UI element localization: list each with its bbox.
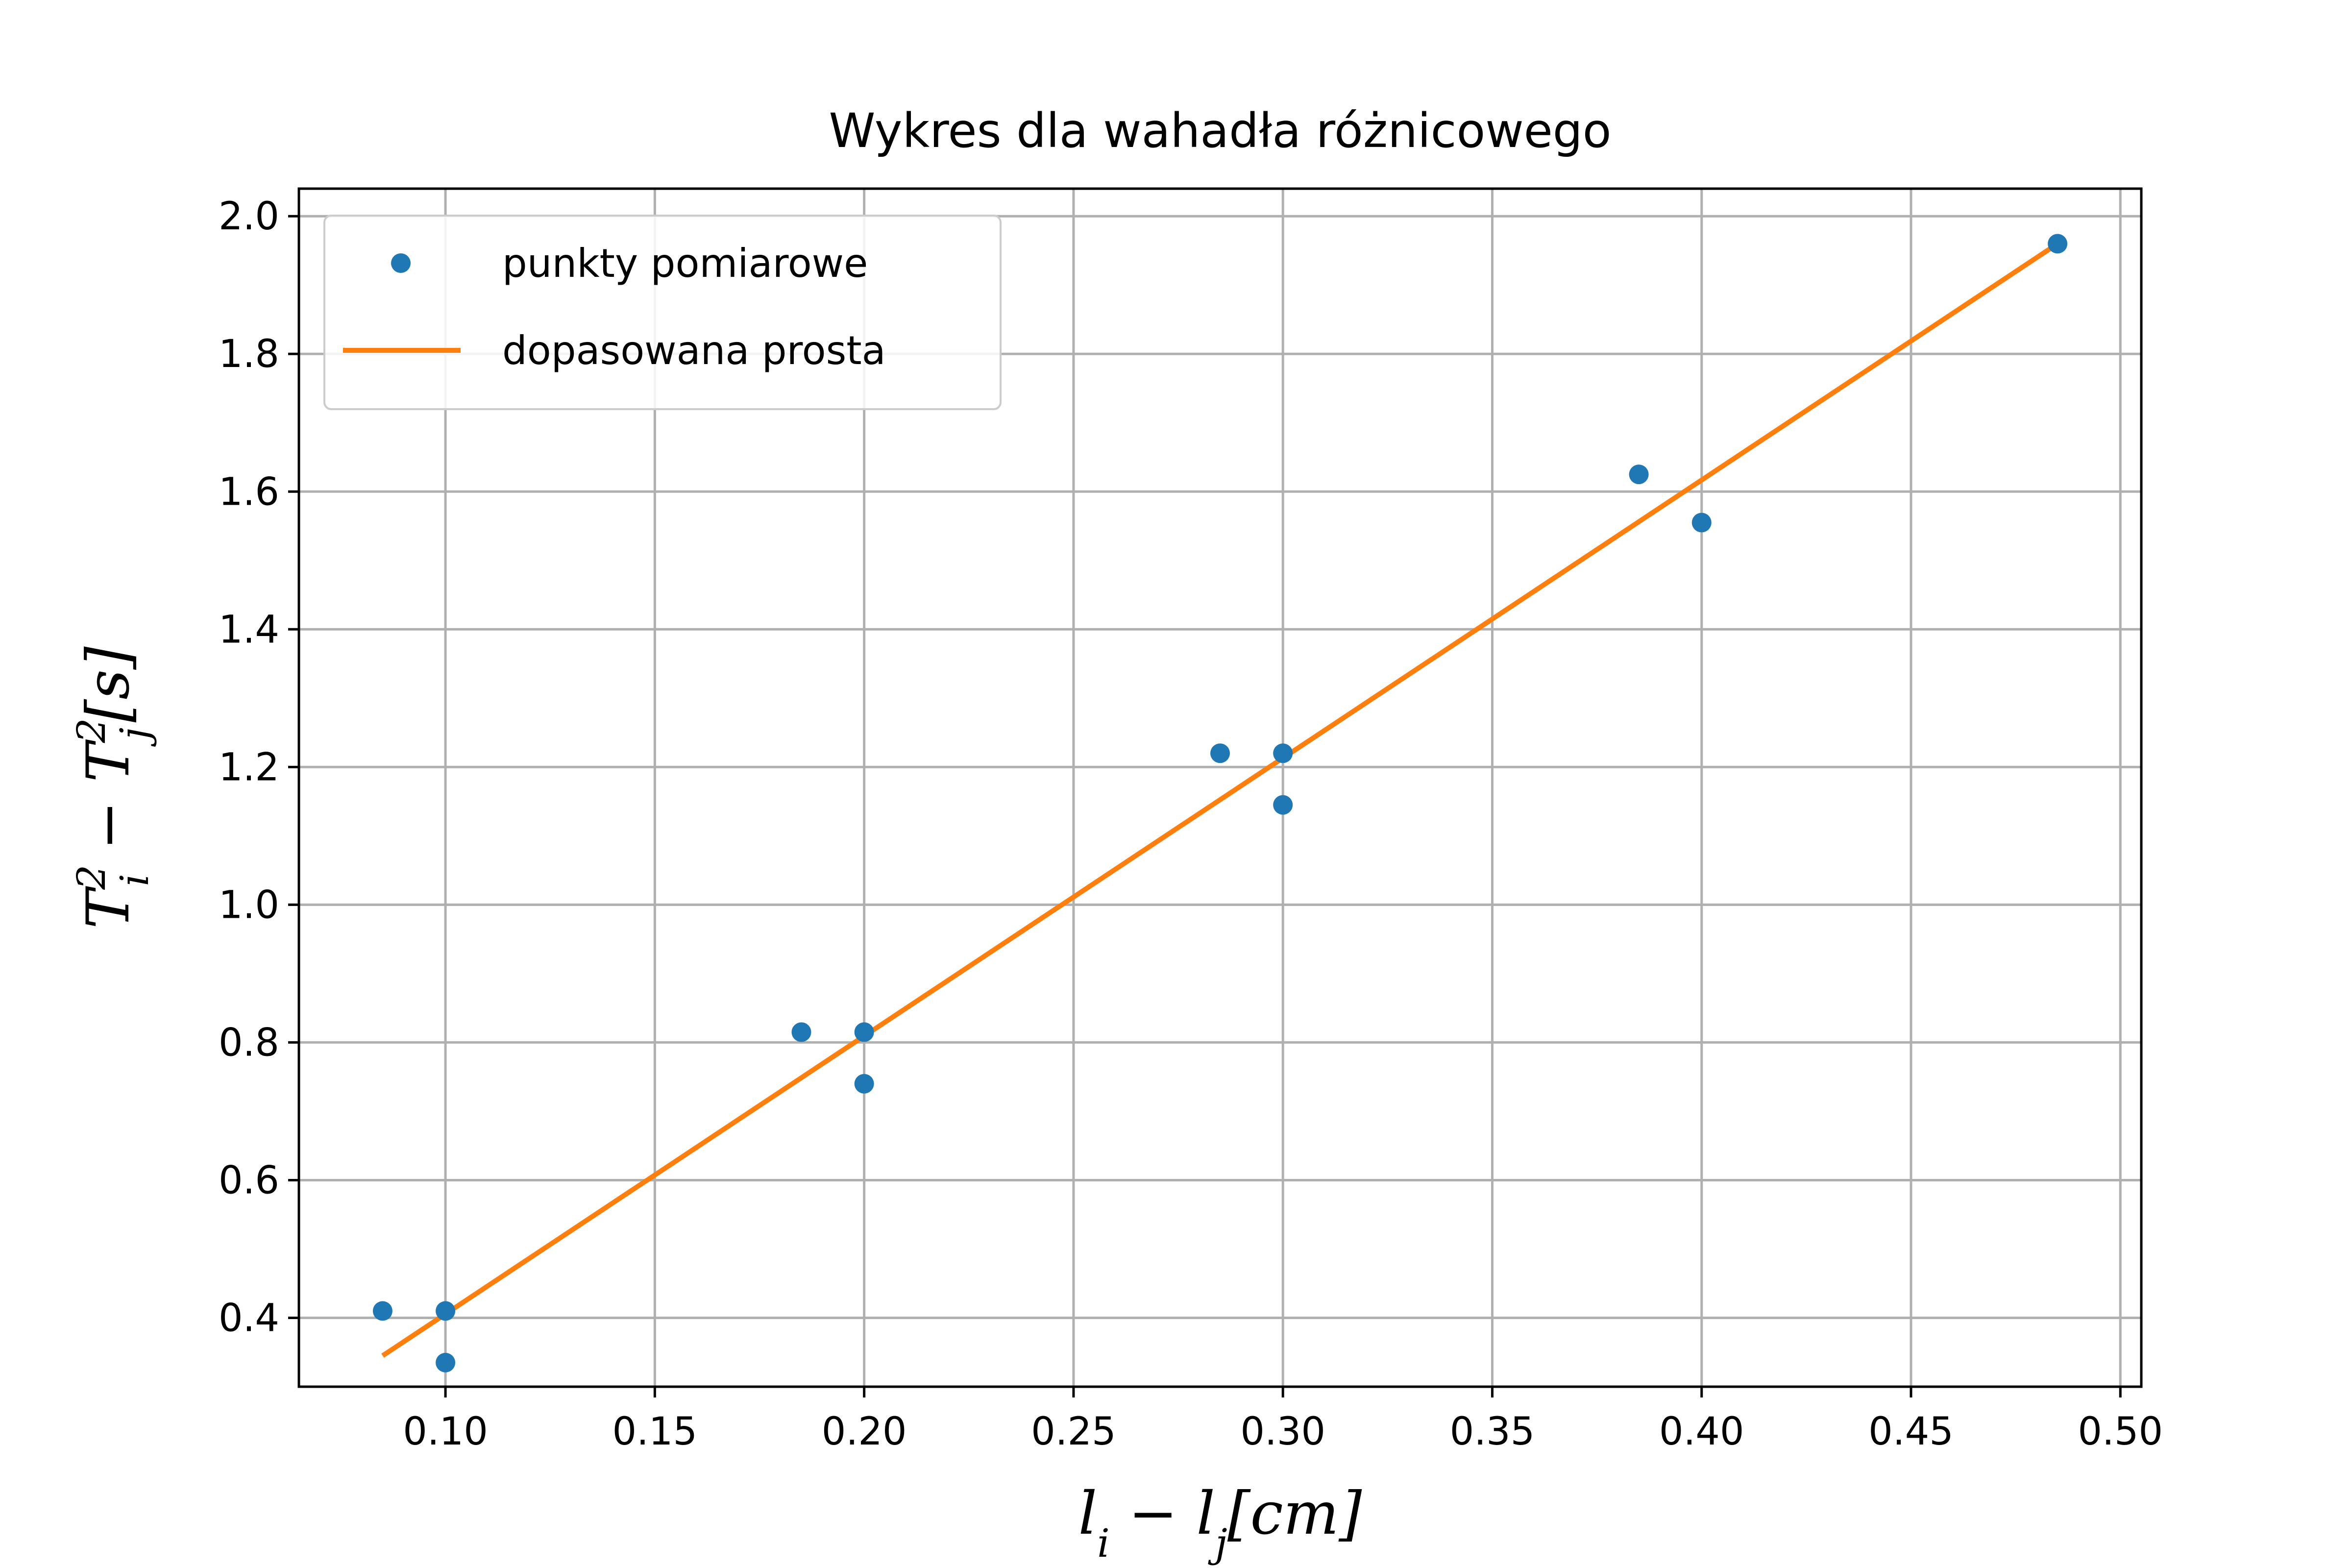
- data-point: [372, 1301, 392, 1321]
- y-tick-label: 0.6: [219, 1158, 279, 1202]
- data-point: [791, 1022, 811, 1042]
- data-point: [1691, 513, 1712, 533]
- data-point: [1629, 465, 1649, 485]
- legend-box: [323, 215, 1002, 410]
- y-tick-label: 1.2: [219, 745, 279, 789]
- legend: punkty pomiarowe dopasowana prosta: [323, 215, 1002, 410]
- x-tick-label: 0.15: [612, 1410, 698, 1454]
- data-point: [1273, 743, 1293, 763]
- chart-title: Wykres dla wahadła różnicowego: [829, 103, 1612, 158]
- x-tick-label: 0.25: [1031, 1410, 1116, 1454]
- x-tick-label: 0.40: [1659, 1410, 1744, 1454]
- y-tick-label: 1.0: [219, 883, 279, 927]
- data-point: [1273, 795, 1293, 815]
- data-point: [436, 1352, 456, 1372]
- data-point: [2048, 234, 2068, 254]
- x-tick-label: 0.50: [2078, 1410, 2163, 1454]
- data-point: [436, 1301, 456, 1321]
- data-point: [1210, 743, 1230, 763]
- series-layer: [372, 234, 2068, 1372]
- y-tick-label: 2.0: [219, 195, 279, 239]
- y-tick-label: 0.4: [219, 1296, 279, 1340]
- y-tick-label: 1.6: [219, 470, 279, 514]
- x-tick-label: 0.45: [1868, 1410, 1954, 1454]
- data-point: [854, 1022, 874, 1042]
- x-tick-label: 0.35: [1450, 1410, 1535, 1454]
- legend-label-dopasowana-prosta: dopasowana prosta: [502, 328, 886, 373]
- y-tick-label: 0.8: [219, 1021, 279, 1065]
- legend-label-punkty-pomiarowe: punkty pomiarowe: [502, 241, 868, 286]
- y-axis-ticks: 0.4 0.6 0.8 1.0 1.2 1.4 1.6 1.8 2.0: [219, 195, 299, 1340]
- x-tick-label: 0.30: [1240, 1410, 1325, 1454]
- y-tick-label: 1.8: [219, 332, 279, 376]
- x-tick-label: 0.20: [822, 1410, 907, 1454]
- data-point: [854, 1074, 874, 1094]
- x-tick-label: 0.10: [403, 1410, 488, 1454]
- plot-frame: [297, 187, 2143, 1388]
- x-axis-label: li − lj[cm]: [1078, 1480, 1362, 1566]
- fit-line: [381, 242, 2059, 1358]
- x-axis-ticks: 0.10 0.15 0.20 0.25 0.30 0.35 0.40 0.45 0.50: [403, 1387, 2163, 1454]
- y-axis-label: T2i − T2j[s]: [69, 646, 157, 929]
- y-tick-label: 1.4: [219, 608, 279, 652]
- legend-marker-punkty-pomiarowe: [391, 253, 411, 273]
